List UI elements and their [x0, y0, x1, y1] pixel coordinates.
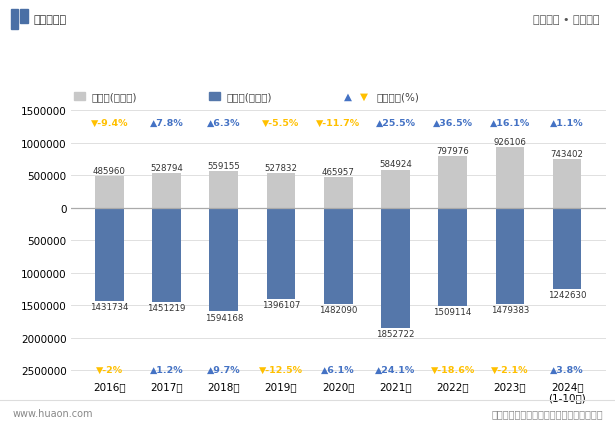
Bar	[11, 10, 18, 30]
Bar	[381, 208, 410, 328]
Text: 1594168: 1594168	[205, 313, 243, 322]
Bar	[95, 177, 124, 208]
Text: ▲6.1%: ▲6.1%	[322, 365, 355, 374]
Text: 进口额(万美元): 进口额(万美元)	[226, 92, 272, 102]
Text: ▼-9.4%: ▼-9.4%	[90, 118, 128, 127]
Text: ▼-2.1%: ▼-2.1%	[491, 365, 529, 374]
Text: ▼: ▼	[360, 92, 368, 102]
Text: 1479383: 1479383	[491, 305, 529, 314]
Bar	[267, 208, 295, 299]
Text: ▲1.1%: ▲1.1%	[550, 118, 584, 127]
Text: ▲36.5%: ▲36.5%	[433, 118, 473, 127]
Text: 743402: 743402	[550, 150, 584, 159]
Text: 926106: 926106	[493, 138, 526, 147]
Bar	[20, 10, 28, 24]
Text: ▲6.3%: ▲6.3%	[207, 118, 240, 127]
Text: ▲25.5%: ▲25.5%	[376, 118, 416, 127]
Bar	[210, 208, 238, 312]
Text: www.huaon.com: www.huaon.com	[12, 408, 93, 418]
Text: 1396107: 1396107	[262, 300, 300, 309]
Text: 528794: 528794	[150, 164, 183, 173]
Text: 华经情报网: 华经情报网	[34, 15, 67, 25]
Text: ▼-2%: ▼-2%	[96, 365, 123, 374]
Bar	[324, 178, 352, 208]
Text: 485960: 485960	[93, 167, 126, 176]
Bar	[209, 93, 220, 101]
Text: 1509114: 1509114	[434, 307, 472, 317]
Text: 同比增长(%): 同比增长(%)	[376, 92, 419, 102]
Bar	[210, 172, 238, 208]
Bar	[496, 148, 524, 208]
Text: 1431734: 1431734	[90, 302, 129, 311]
Text: 797976: 797976	[436, 146, 469, 155]
Text: ▲: ▲	[344, 92, 352, 102]
Bar	[74, 93, 85, 101]
Text: 465957: 465957	[322, 168, 355, 177]
Text: ▲1.2%: ▲1.2%	[150, 365, 183, 374]
Text: ▲7.8%: ▲7.8%	[149, 118, 183, 127]
Text: 1482090: 1482090	[319, 305, 357, 314]
Bar	[438, 156, 467, 208]
Text: 1451219: 1451219	[148, 304, 186, 313]
Text: 1852722: 1852722	[376, 330, 415, 339]
Text: 2016-2024年10月吉林省(境内目的地/货源地)进、出口额: 2016-2024年10月吉林省(境内目的地/货源地)进、出口额	[159, 55, 456, 70]
Bar	[553, 160, 581, 208]
Bar	[95, 208, 124, 301]
Text: 数据来源：中国海关，华经产业研究院整理: 数据来源：中国海关，华经产业研究院整理	[491, 408, 603, 418]
Text: ▼-18.6%: ▼-18.6%	[430, 365, 475, 374]
Bar	[496, 208, 524, 304]
Text: ▲3.8%: ▲3.8%	[550, 365, 584, 374]
Text: 专业严谨 • 客观科学: 专业严谨 • 客观科学	[533, 15, 600, 25]
Text: 出口额(万美元): 出口额(万美元)	[91, 92, 137, 102]
Text: 559155: 559155	[207, 162, 240, 171]
Text: 584924: 584924	[379, 160, 412, 169]
Text: ▼-5.5%: ▼-5.5%	[263, 118, 300, 127]
Bar	[153, 208, 181, 302]
Bar	[553, 208, 581, 289]
Text: 1242630: 1242630	[548, 290, 586, 299]
Text: ▲16.1%: ▲16.1%	[490, 118, 530, 127]
Bar	[381, 170, 410, 208]
Bar	[324, 208, 352, 305]
Text: 527832: 527832	[264, 164, 298, 173]
Text: ▲24.1%: ▲24.1%	[375, 365, 416, 374]
Bar	[438, 208, 467, 306]
Bar	[153, 174, 181, 208]
Bar	[267, 174, 295, 208]
Text: ▲9.7%: ▲9.7%	[207, 365, 240, 374]
Text: ▼-11.7%: ▼-11.7%	[316, 118, 360, 127]
Text: ▼-12.5%: ▼-12.5%	[259, 365, 303, 374]
